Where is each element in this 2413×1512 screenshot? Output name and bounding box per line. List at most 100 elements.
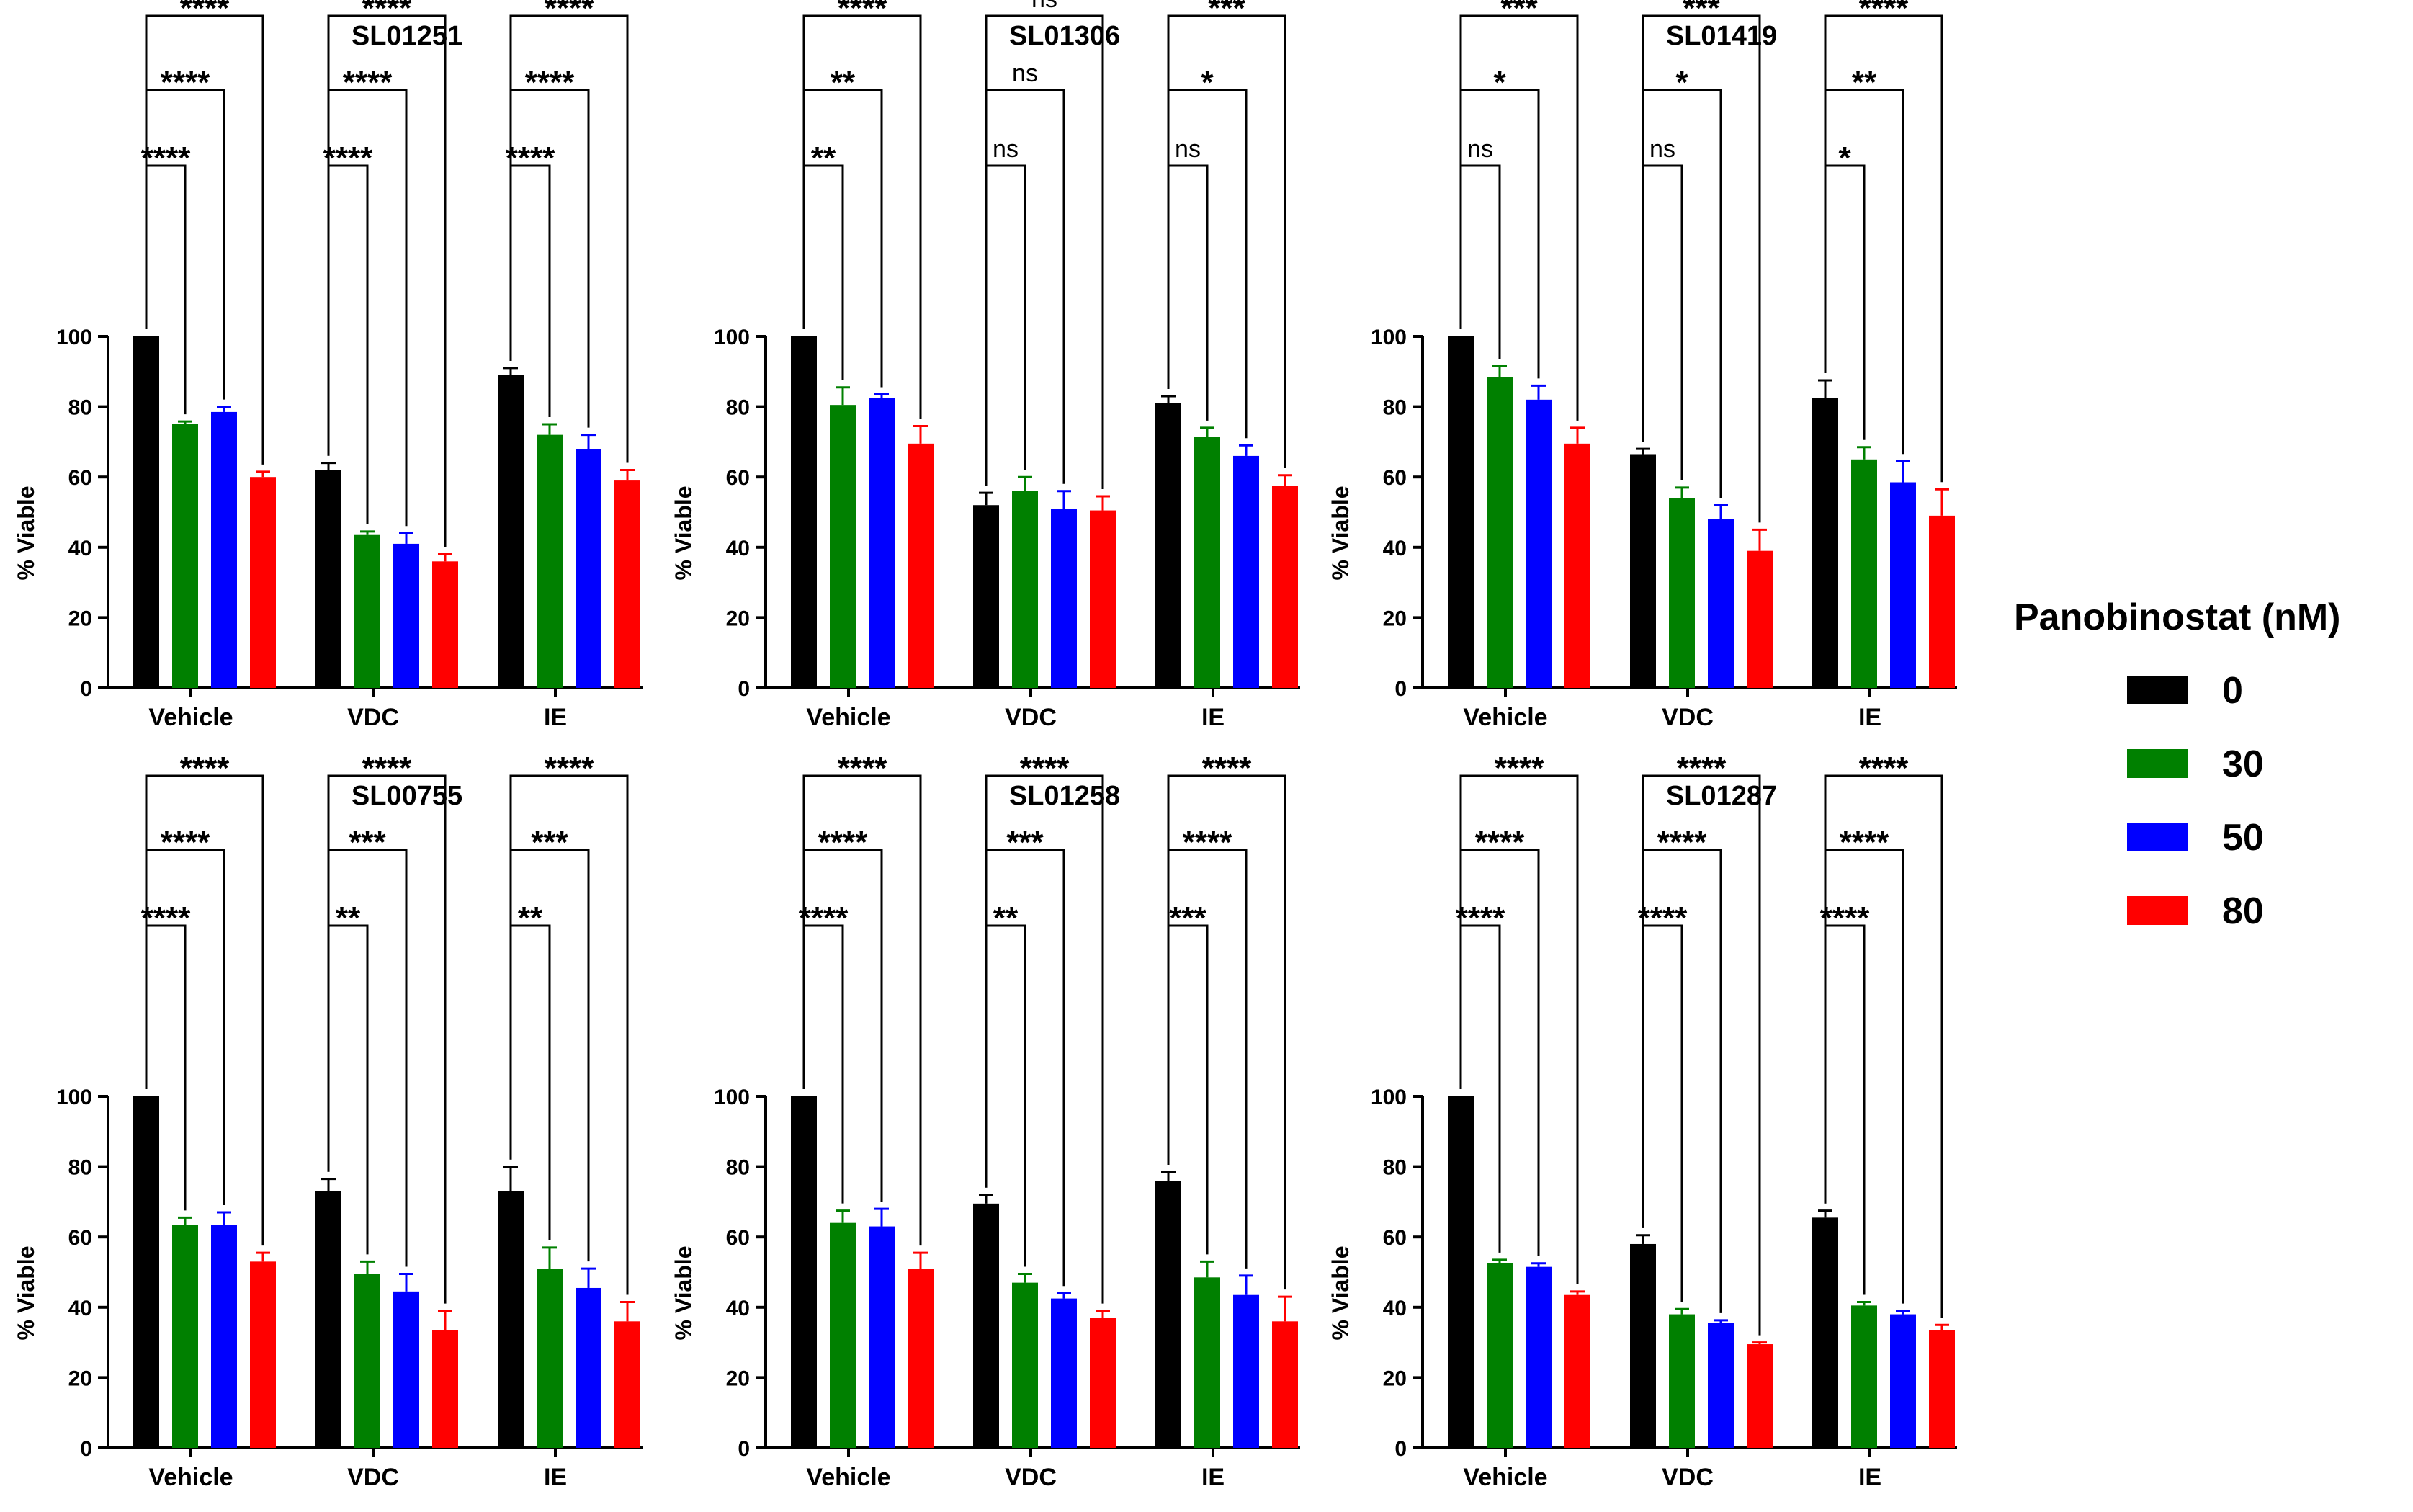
bar-IE-50 (1890, 482, 1916, 688)
bar-VDC-50 (393, 543, 419, 688)
bar-VDC-50 (1708, 519, 1734, 688)
significance-label: **** (180, 0, 230, 26)
x-tick-label: Vehicle (1463, 1464, 1547, 1491)
x-tick-label: IE (544, 1464, 567, 1491)
y-tick-label: 100 (56, 1086, 92, 1109)
bar-IE-50 (576, 449, 601, 688)
significance-label: **** (343, 65, 393, 100)
bar-VDC-80 (432, 1330, 458, 1448)
bar-Vehicle-0 (791, 336, 817, 688)
significance-label: **** (1677, 751, 1727, 786)
bar-VDC-80 (1747, 1344, 1773, 1448)
bar-Vehicle-30 (172, 424, 198, 688)
significance-bracket (985, 164, 1026, 486)
y-tick-label: 100 (714, 326, 750, 349)
significance-label: *** (1500, 0, 1538, 26)
bar-Vehicle-0 (1448, 336, 1474, 688)
y-tick-label: 0 (1394, 677, 1407, 701)
bar-VDC-30 (1669, 1314, 1695, 1448)
x-tick-label: VDC (1005, 704, 1057, 731)
y-axis-label: % Viable (1328, 1245, 1353, 1340)
bar-Vehicle-0 (791, 1096, 817, 1448)
bar-VDC-0 (1630, 1243, 1656, 1448)
bar-Vehicle-50 (1526, 399, 1552, 688)
y-tick-label: 20 (726, 1366, 750, 1390)
significance-bracket (145, 774, 264, 1246)
significance-bracket (145, 14, 264, 465)
significance-bracket (1642, 774, 1761, 1336)
significance-bracket (1459, 14, 1579, 421)
significance-label: *** (1006, 825, 1044, 860)
y-tick-label: 80 (68, 1156, 92, 1180)
bar-Vehicle-50 (1526, 1266, 1552, 1448)
significance-label: **** (362, 751, 412, 786)
y-tick-label: 60 (726, 466, 750, 490)
significance-label: **** (838, 0, 887, 26)
significance-label: **** (1820, 900, 1870, 936)
y-tick-label: 0 (80, 1437, 92, 1461)
x-tick-label: VDC (1662, 704, 1714, 731)
legend: Panobinostat (nM) 0 30 50 80 (2014, 596, 2341, 932)
y-tick-label: 100 (56, 326, 92, 349)
y-axis-label: % Viable (1328, 486, 1353, 580)
bar-Vehicle-80 (250, 1261, 276, 1448)
bar-Vehicle-80 (1564, 1294, 1590, 1448)
y-tick-label: 40 (1383, 1297, 1407, 1320)
significance-bracket (1459, 164, 1501, 359)
significance-label: **** (1020, 751, 1070, 786)
bar-VDC-0 (973, 505, 999, 688)
y-tick-label: 60 (726, 1226, 750, 1250)
bar-IE-30 (1194, 1277, 1220, 1448)
bar-VDC-80 (1090, 1318, 1116, 1448)
chart-title: SL01258 (1009, 781, 1120, 811)
significance-label: **** (161, 65, 210, 100)
bar-IE-30 (1851, 1305, 1877, 1448)
significance-bracket (1824, 774, 1943, 1318)
y-tick-label: 80 (1383, 396, 1407, 420)
bar-IE-50 (1233, 1294, 1259, 1448)
significance-bracket (327, 14, 447, 547)
significance-bracket (1167, 164, 1209, 421)
y-axis-label: % Viable (671, 1245, 697, 1340)
x-tick-label: Vehicle (806, 704, 890, 731)
significance-bracket (802, 774, 922, 1246)
significance-label: **** (1495, 751, 1544, 786)
significance-label: ns (1012, 60, 1038, 87)
legend-label-80: 80 (2222, 890, 2264, 932)
bar-Vehicle-0 (133, 336, 159, 688)
y-tick-label: 20 (1383, 1366, 1407, 1390)
x-tick-label: IE (1858, 704, 1881, 731)
y-tick-label: 60 (1383, 1226, 1407, 1250)
significance-label: **** (838, 751, 887, 786)
significance-label: * (1201, 65, 1214, 100)
significance-label: **** (1657, 825, 1707, 860)
significance-label: **** (161, 825, 210, 860)
bar-Vehicle-80 (908, 1269, 934, 1448)
bar-IE-80 (1272, 486, 1298, 688)
bar-Vehicle-30 (1487, 1263, 1513, 1448)
bar-IE-0 (1812, 1217, 1838, 1448)
significance-label: **** (1202, 751, 1252, 786)
y-tick-label: 100 (1371, 326, 1407, 349)
y-tick-label: 80 (726, 1156, 750, 1180)
bar-VDC-0 (315, 470, 341, 688)
significance-bracket (802, 14, 922, 419)
chart-panel-SL01258: SL01258% Viable020406080100Vehicle******… (671, 751, 1300, 1491)
significance-label: ** (1852, 65, 1877, 100)
significance-bracket (1167, 14, 1286, 468)
significance-bracket (327, 774, 447, 1304)
bar-VDC-0 (973, 1203, 999, 1448)
bar-VDC-30 (1012, 1282, 1038, 1448)
legend-swatch-50 (2127, 823, 2188, 851)
chart-panel-SL01287: SL01287 % Viable 0 20 40 60 80 100 Vehicle **** **… (1328, 751, 1957, 1491)
bar-VDC-50 (1051, 509, 1077, 688)
bar-IE-80 (614, 480, 640, 688)
y-tick-label: 20 (1383, 607, 1407, 630)
bar-Vehicle-30 (1487, 377, 1513, 688)
chart-panel-SL00755: SL00755% Viable020406080100Vehicle******… (13, 751, 643, 1491)
significance-bracket (1167, 774, 1286, 1290)
chart-title: SL00755 (352, 781, 462, 811)
bar-Vehicle-0 (133, 1096, 159, 1448)
significance-label: *** (1169, 900, 1206, 936)
legend-label-30: 30 (2222, 743, 2264, 785)
